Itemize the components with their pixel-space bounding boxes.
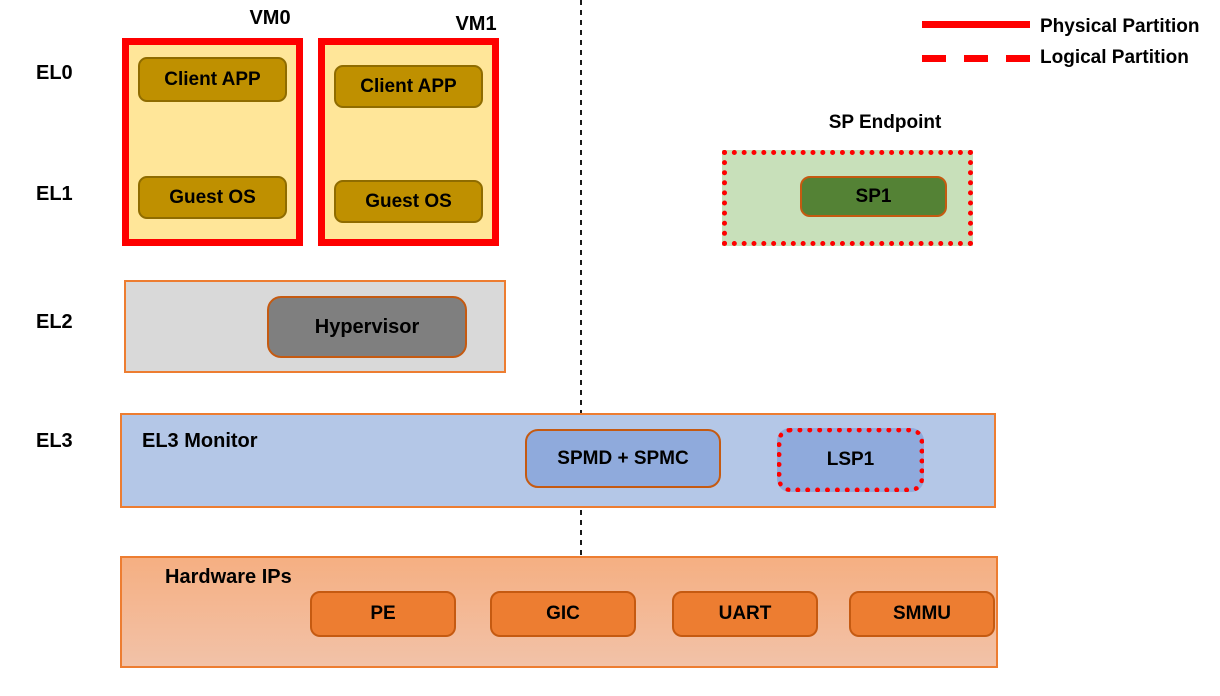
legend-physical-partition-label: Physical Partition [1040,16,1200,37]
spmd-spmc-box: SPMD + SPMC [525,429,721,488]
normal-secure-divider-dashed-line [580,0,582,556]
gic-chip-box: GIC [490,591,636,637]
el3-label: EL3 [36,430,73,452]
sp1-box: SP1 [800,176,947,217]
vm0-client-app-box: Client APP [138,57,287,102]
lsp1-logical-partition-box: LSP1 [777,428,924,492]
vm1-client-app-box: Client APP [334,65,483,108]
smmu-chip-box: SMMU [849,591,995,637]
uart-chip-box: UART [672,591,818,637]
vm0-guest-os-box: Guest OS [138,176,287,219]
vm1-title: VM1 [455,13,497,35]
hardware-ips-title: Hardware IPs [165,566,292,588]
vm1-guest-os-box: Guest OS [334,180,483,223]
pe-chip-box: PE [310,591,456,637]
el2-label: EL2 [36,311,73,333]
legend-logical-partition-label: Logical Partition [1040,47,1189,68]
legend-physical-partition-line [922,21,1030,28]
legend-logical-partition-line [922,55,1030,62]
el1-label: EL1 [36,183,73,205]
sp-endpoint-title: SP Endpoint [828,112,942,133]
el0-label: EL0 [36,62,73,84]
hypervisor-box: Hypervisor [267,296,467,358]
vm0-title: VM0 [249,7,291,29]
el3-monitor-title: EL3 Monitor [142,430,258,452]
